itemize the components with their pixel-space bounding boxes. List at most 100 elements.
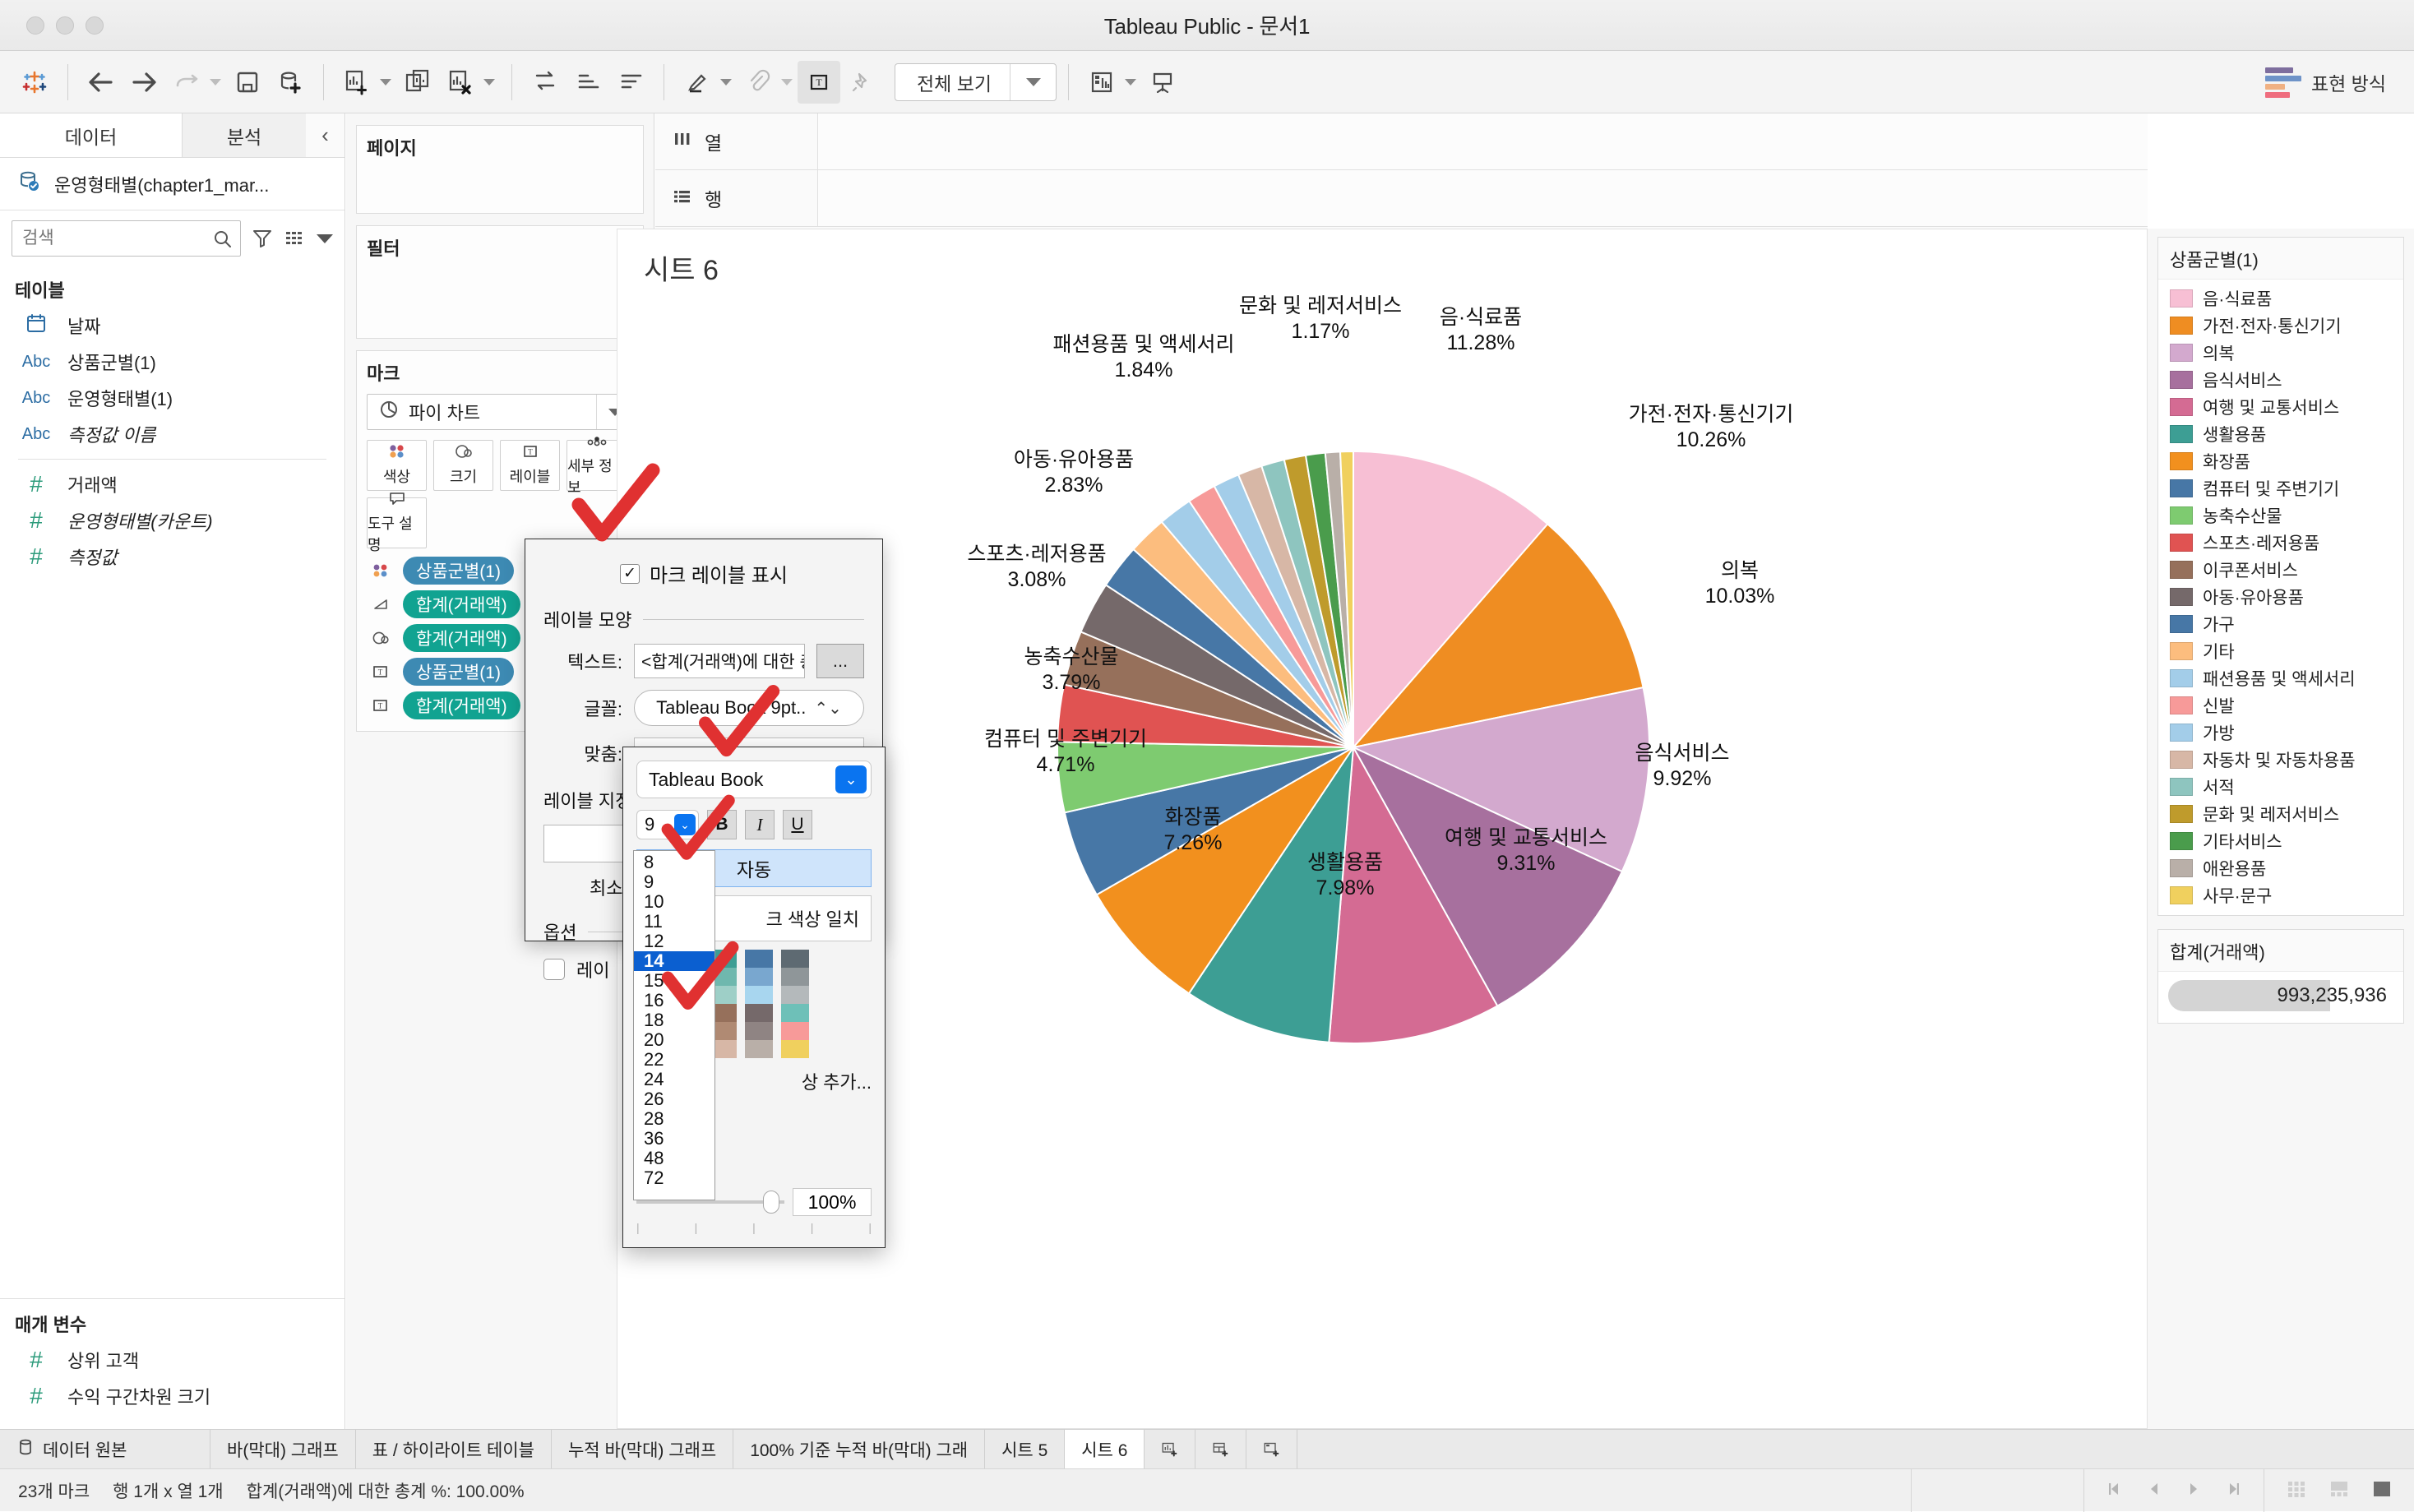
presentation-icon[interactable] [1141,61,1184,104]
sort-asc-icon[interactable] [567,61,609,104]
legend-item[interactable]: 신발 [2158,691,2403,719]
measure-row[interactable]: # 거래액 [0,466,345,502]
opacity-slider-row[interactable]: 100% [636,1188,872,1216]
grid-view-icon[interactable] [2286,1478,2307,1504]
palette-column[interactable] [781,950,809,1058]
font-size-option[interactable]: 12 [644,931,664,951]
parameter-row[interactable]: # 상위 고객 [0,1342,345,1378]
font-size-select[interactable]: 9 ⌄ [636,810,699,839]
page-nav[interactable] [2083,1469,2264,1512]
mark-pill-row[interactable]: T 상품군별(1) [367,658,633,686]
pie-slice[interactable] [1187,744,1355,1043]
parameter-row[interactable]: # 수익 구간차원 크기 [0,1378,345,1414]
legend-item[interactable]: 문화 및 레저서비스 [2158,800,2403,827]
legend-item[interactable]: 자동차 및 자동차용품 [2158,746,2403,773]
legend-item[interactable]: 서적 [2158,773,2403,800]
pie-chart[interactable]: 음·식료품 11.28% 가전·전자·통신기기 10.26% 의복 10.03% 음식서비스… [617,229,2147,1428]
chevron-down-icon[interactable]: ⌄ [835,765,867,793]
legend-item[interactable]: 애완용품 [2158,854,2403,881]
font-size-option[interactable]: 72 [644,1168,664,1188]
palette-swatch[interactable] [781,1040,809,1058]
first-page-icon[interactable] [2106,1480,2124,1502]
field-row[interactable]: Abc 운영형태별(1) [0,380,345,416]
mark-pill-label[interactable]: 합계(거래액) [403,624,520,652]
rows-drop-area[interactable] [818,170,2148,226]
attach-caret-icon[interactable] [781,78,793,86]
clear-sheet-icon[interactable] [439,61,482,104]
field-row[interactable]: Abc 측정값 이름 [0,416,345,452]
filter-funnel-icon[interactable] [251,227,274,250]
pie-slice[interactable] [1350,686,1650,873]
pie-chart-svg[interactable] [617,229,2148,1348]
text-edit-button[interactable]: ... [816,644,864,678]
palette-swatch[interactable] [745,986,773,1004]
legend-item[interactable]: 사무·문구 [2158,881,2403,909]
fit-select[interactable]: 전체 보기 [895,62,1057,101]
legend-item[interactable]: 가방 [2158,719,2403,746]
card-view-icon[interactable] [2328,1478,2350,1504]
pie-slice[interactable] [1328,744,1499,1044]
mark-type-caret-icon[interactable] [596,395,632,429]
pie-slice[interactable] [1351,522,1644,749]
data-source-item[interactable]: 운영형태별(chapter1_mar... [0,158,345,210]
new-worksheet-caret-icon[interactable] [380,78,391,86]
tab-data[interactable]: 데이터 [0,113,183,157]
stepper-icon[interactable]: ⌃⌄ [814,699,842,718]
mark-pill-row[interactable]: 상품군별(1) [367,557,633,585]
legend-item[interactable]: 농축수산물 [2158,502,2403,529]
fit-caret-icon[interactable] [1125,78,1137,86]
sheet-tab[interactable]: 시트 5 [985,1430,1066,1468]
legend-item[interactable]: 가구 [2158,610,2403,637]
maximize-window-button[interactable] [86,16,104,35]
show-mark-labels-checkbox[interactable]: ✓ [620,563,640,584]
palette-swatch[interactable] [781,1004,809,1022]
new-worksheet-tab-icon[interactable] [1145,1430,1196,1468]
mark-pill-label[interactable]: 상품군별(1) [403,557,514,585]
font-size-option[interactable]: 14 [634,950,714,971]
sheet-tab-active[interactable]: 시트 6 [1065,1430,1145,1468]
font-size-option[interactable]: 8 [644,852,654,872]
legend-item[interactable]: 기타 [2158,637,2403,664]
mark-size-button[interactable]: 크기 [433,440,493,491]
new-story-tab-icon[interactable] [1246,1430,1298,1468]
forward-arrow-icon[interactable] [123,61,165,104]
show-mark-labels-row[interactable]: ✓ 마크 레이블 표시 [525,539,882,588]
pin-icon[interactable] [840,61,883,104]
option-checkbox[interactable] [543,959,565,980]
pie-slice[interactable] [1351,745,1624,1007]
save-icon[interactable] [226,61,269,104]
mark-label-button[interactable]: T 레이블 [500,440,560,491]
palette-swatch[interactable] [709,1022,737,1040]
filters-shelf[interactable]: 필터 [356,225,644,339]
bold-button[interactable]: B [707,810,737,839]
mark-tooltip-button[interactable]: 도구 설명 [367,492,427,553]
view-mode-group[interactable] [2264,1469,2414,1512]
font-size-option[interactable]: 48 [644,1148,664,1168]
measure-row[interactable]: # 측정값 [0,539,345,575]
tab-analysis[interactable]: 분석 [183,113,306,157]
fit-icon[interactable] [1080,61,1123,104]
legend-item[interactable]: 가전·전자·통신기기 [2158,312,2403,339]
redo-dropdown-caret-icon[interactable] [210,78,221,86]
swap-axes-icon[interactable] [524,61,567,104]
palette-swatch[interactable] [781,968,809,986]
search-input[interactable] [12,220,241,257]
show-me-button[interactable]: 표현 방식 [2264,51,2386,113]
columns-drop-area[interactable] [818,113,2148,169]
window-controls[interactable] [26,16,104,35]
sheet-tab[interactable]: 누적 바(막대) 그래프 [551,1430,734,1468]
new-data-source-icon[interactable] [269,61,312,104]
font-size-option[interactable]: 16 [644,990,664,1010]
mark-pill-label[interactable]: 합계(거래액) [403,590,520,618]
font-size-dropdown-list[interactable]: 8 9 10 11 12 14 15 16 18 20 22 24 26 28 36 48 72 [633,850,715,1200]
palette-column[interactable] [745,950,773,1058]
font-size-option[interactable]: 36 [644,1128,664,1149]
font-size-option[interactable]: 11 [644,911,663,932]
attach-icon[interactable] [737,61,779,104]
legend-item[interactable]: 음·식료품 [2158,284,2403,312]
font-size-option[interactable]: 10 [644,891,664,912]
palette-swatch[interactable] [745,968,773,986]
font-family-select[interactable]: Tableau Book ⌄ [636,761,872,798]
close-window-button[interactable] [26,16,44,35]
search-field[interactable] [12,221,240,256]
